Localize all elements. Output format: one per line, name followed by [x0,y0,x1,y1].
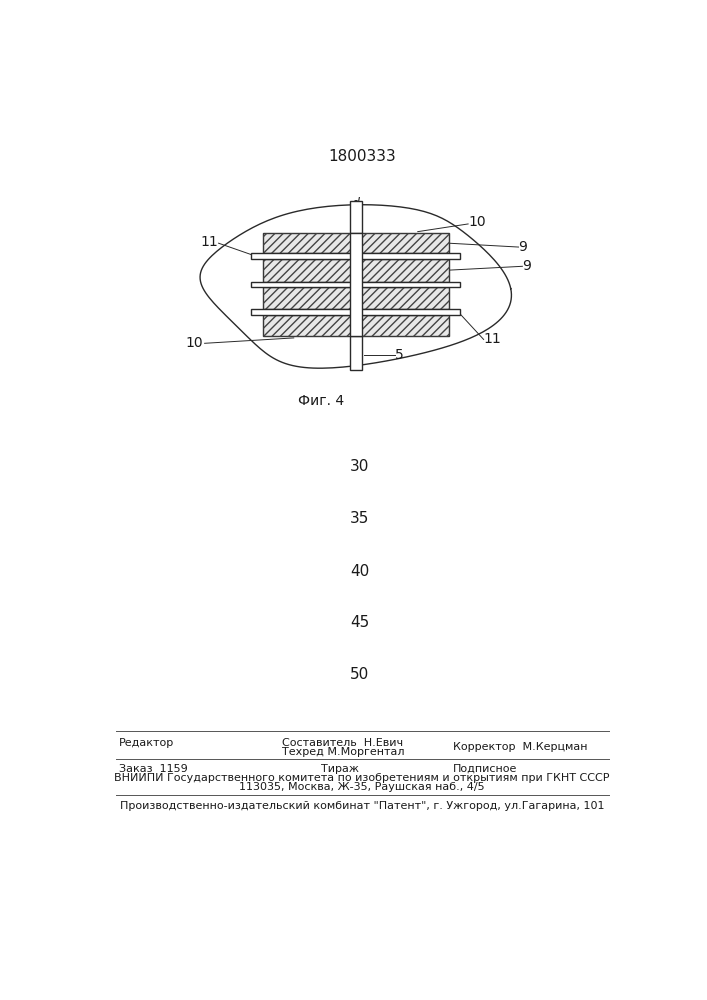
Text: Подписное: Подписное [452,764,517,774]
Text: 30: 30 [350,459,369,474]
Bar [263,259,449,282]
Text: 35: 35 [350,511,369,526]
Text: Тираж: Тираж [321,764,359,774]
Text: Техред М.Моргентал: Техред М.Моргентал [282,747,404,757]
Bar [263,315,449,336]
Text: 9: 9 [518,240,527,254]
Text: d: d [352,197,360,210]
Bar [263,287,449,309]
Bar [349,233,362,336]
Text: 11: 11 [484,332,501,346]
Bar [263,259,449,282]
Text: Редактор: Редактор [119,738,175,748]
Bar [263,287,449,309]
Bar [251,253,460,259]
Text: 11: 11 [200,235,218,249]
Text: 5: 5 [395,348,403,362]
Bar [251,309,460,315]
Text: 1800333: 1800333 [328,149,396,164]
Bar [251,282,460,287]
Text: ВНИИПИ Государственного комитета по изобретениям и открытиям при ГКНТ СССР: ВНИИПИ Государственного комитета по изоб… [115,773,609,783]
Text: Корректор  М.Керцман: Корректор М.Керцман [452,742,587,752]
Bar [349,201,362,233]
Text: 113035, Москва, Ж-35, Раушская наб., 4/5: 113035, Москва, Ж-35, Раушская наб., 4/5 [239,782,485,792]
Text: 10: 10 [468,215,486,229]
Text: 10: 10 [185,336,203,350]
Text: Составитель  Н.Евич: Составитель Н.Евич [282,738,403,748]
Text: Фиг. 4: Фиг. 4 [298,394,344,408]
Bar [263,233,449,253]
Text: d: d [352,359,360,372]
Bar [263,233,449,253]
Text: 50: 50 [350,667,369,682]
Bar [349,336,362,370]
Text: 9: 9 [522,259,531,273]
Text: 45: 45 [350,615,369,630]
Text: 40: 40 [350,564,369,579]
Text: Производственно-издательский комбинат "Патент", г. Ужгород, ул.Гагарина, 101: Производственно-издательский комбинат "П… [119,801,604,811]
Bar [263,315,449,336]
Text: Заказ  1159: Заказ 1159 [119,764,188,774]
